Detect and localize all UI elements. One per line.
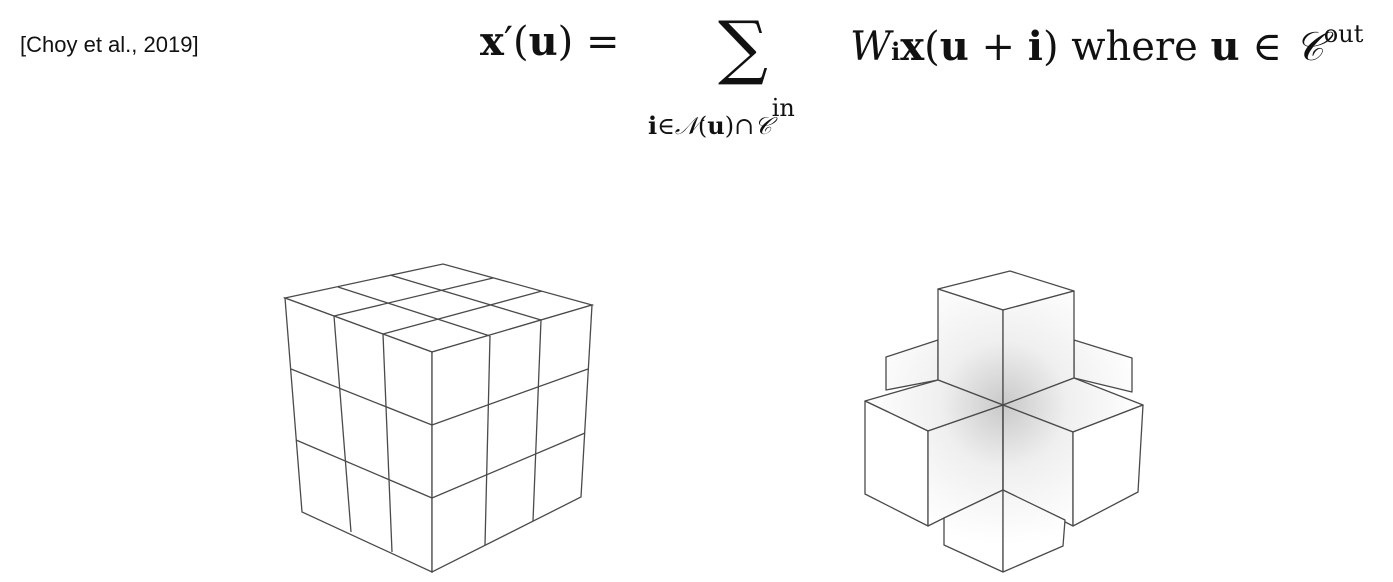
dense-top-grid-line [389, 274, 542, 321]
dense-left-grid-line [295, 439, 433, 499]
rhs-i: i [1027, 23, 1043, 70]
lhs-x: x [480, 18, 504, 65]
sub-in-superscript: in [771, 94, 795, 122]
rhs-w-subscript-i: i [891, 37, 901, 66]
dense-top-grid-line [337, 286, 491, 337]
cross-right-arm-side-face [1072, 404, 1144, 527]
rhs-plus: + [968, 24, 1028, 70]
sub-element-of: ∈ [657, 112, 675, 140]
sub-set-c: 𝒞 [754, 112, 772, 140]
lhs-prime: ′ [503, 19, 513, 65]
formula-lhs: x′(u) = [480, 19, 620, 65]
rhs-u: u [939, 23, 969, 70]
dense-top-grid-line [333, 277, 494, 317]
rhs-close-paren: ) [1042, 24, 1059, 70]
rhs-u2: u [1210, 23, 1240, 70]
citation: [Choy et al., 2019] [20, 32, 199, 57]
lhs-close-equals: ) = [557, 19, 620, 65]
sub-u: u [707, 111, 725, 140]
formula-rhs: Wix(u + i) where u ∈ 𝒞out [850, 22, 1363, 67]
rhs-out-superscript: out [1323, 20, 1364, 48]
summation-symbol: ∑ [718, 6, 768, 88]
sub-close-cap: )∩ [724, 112, 755, 140]
sparse-convolution-formula: x′(u) = ∑ i∈𝒩(u)∩𝒞in Wix(u + i) where u … [0, 0, 1393, 150]
rhs-w: W [850, 24, 892, 70]
dense-kernel-cube [282, 263, 595, 574]
rhs-element-of: ∈ [1239, 24, 1295, 70]
dense-left-grid-line [382, 333, 393, 553]
lhs-open-paren: ( [512, 19, 529, 65]
cross-bottom-arm-right-face [1002, 489, 1066, 573]
dense-right-grid-line [431, 432, 586, 499]
dense-right-grid-line [532, 319, 542, 522]
dense-right-grid-line [484, 335, 491, 546]
sub-open-paren: ( [697, 112, 708, 140]
summation-subscript: i∈𝒩(u)∩𝒞in [648, 96, 795, 138]
dense-right-grid-line [431, 368, 589, 426]
dense-left-grid-line [290, 368, 433, 426]
sub-neighborhood-n: 𝒩 [674, 112, 698, 140]
rhs-x: x [900, 23, 925, 70]
dense-top-grid-line [382, 290, 543, 335]
rhs-where: where [1058, 24, 1211, 70]
sub-i: i [648, 111, 658, 140]
rhs-set-c: 𝒞 [1294, 24, 1324, 70]
rhs-open-paren: ( [924, 24, 940, 70]
sparse-cross-kernel [864, 270, 1144, 573]
dense-left-grid-line [333, 315, 352, 533]
lhs-u: u [528, 18, 558, 65]
dense-cube-right-face [431, 304, 593, 574]
